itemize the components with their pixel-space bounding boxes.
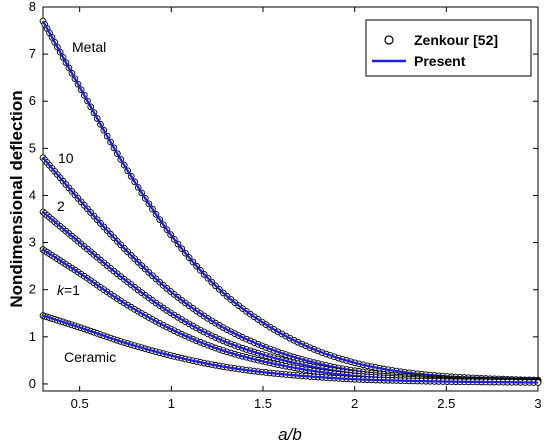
y-axis-ticks: 0 1 2 3 4 5 6 7 8 — [29, 0, 538, 391]
y-tick-label: 1 — [29, 329, 36, 344]
y-axis-label: Nondimensional deflection — [7, 90, 26, 307]
y-tick-label: 3 — [29, 235, 36, 250]
curve-label: 10 — [58, 150, 74, 166]
series-layer — [39, 17, 542, 386]
legend: Zenkour [52] Present — [365, 19, 532, 77]
x-axis-ticks: 0.5 1 1.5 2 2.5 3 — [71, 7, 542, 411]
legend-box — [365, 19, 532, 77]
y-tick-label: 0 — [29, 376, 36, 391]
legend-label-present: Present — [414, 53, 466, 69]
y-tick-label: 6 — [29, 93, 36, 108]
y-tick-label: 8 — [29, 0, 36, 14]
y-tick-label: 2 — [29, 282, 36, 297]
x-tick-label: 2.5 — [437, 396, 455, 411]
x-tick-label: 2 — [351, 396, 358, 411]
x-axis-label: a/b — [278, 425, 302, 444]
legend-label-zenkour: Zenkour [52] — [414, 32, 498, 48]
x-tick-label: 3 — [534, 396, 541, 411]
curve-label: k=1 — [57, 282, 80, 298]
series-4 — [39, 312, 542, 386]
curve-label: Metal — [72, 39, 106, 55]
curve-label: 2 — [57, 198, 65, 214]
y-tick-label: 7 — [29, 46, 36, 61]
y-tick-label: 4 — [29, 187, 36, 202]
x-tick-label: 1.5 — [254, 396, 272, 411]
x-tick-label: 1 — [168, 396, 175, 411]
x-tick-label: 0.5 — [71, 396, 89, 411]
y-tick-label: 5 — [29, 140, 36, 155]
legend-marker-circle — [384, 35, 394, 45]
curve-labels: Metal 10 2 k=1 Ceramic — [57, 39, 116, 365]
curve-label: Ceramic — [64, 349, 116, 365]
present-line — [42, 314, 539, 384]
